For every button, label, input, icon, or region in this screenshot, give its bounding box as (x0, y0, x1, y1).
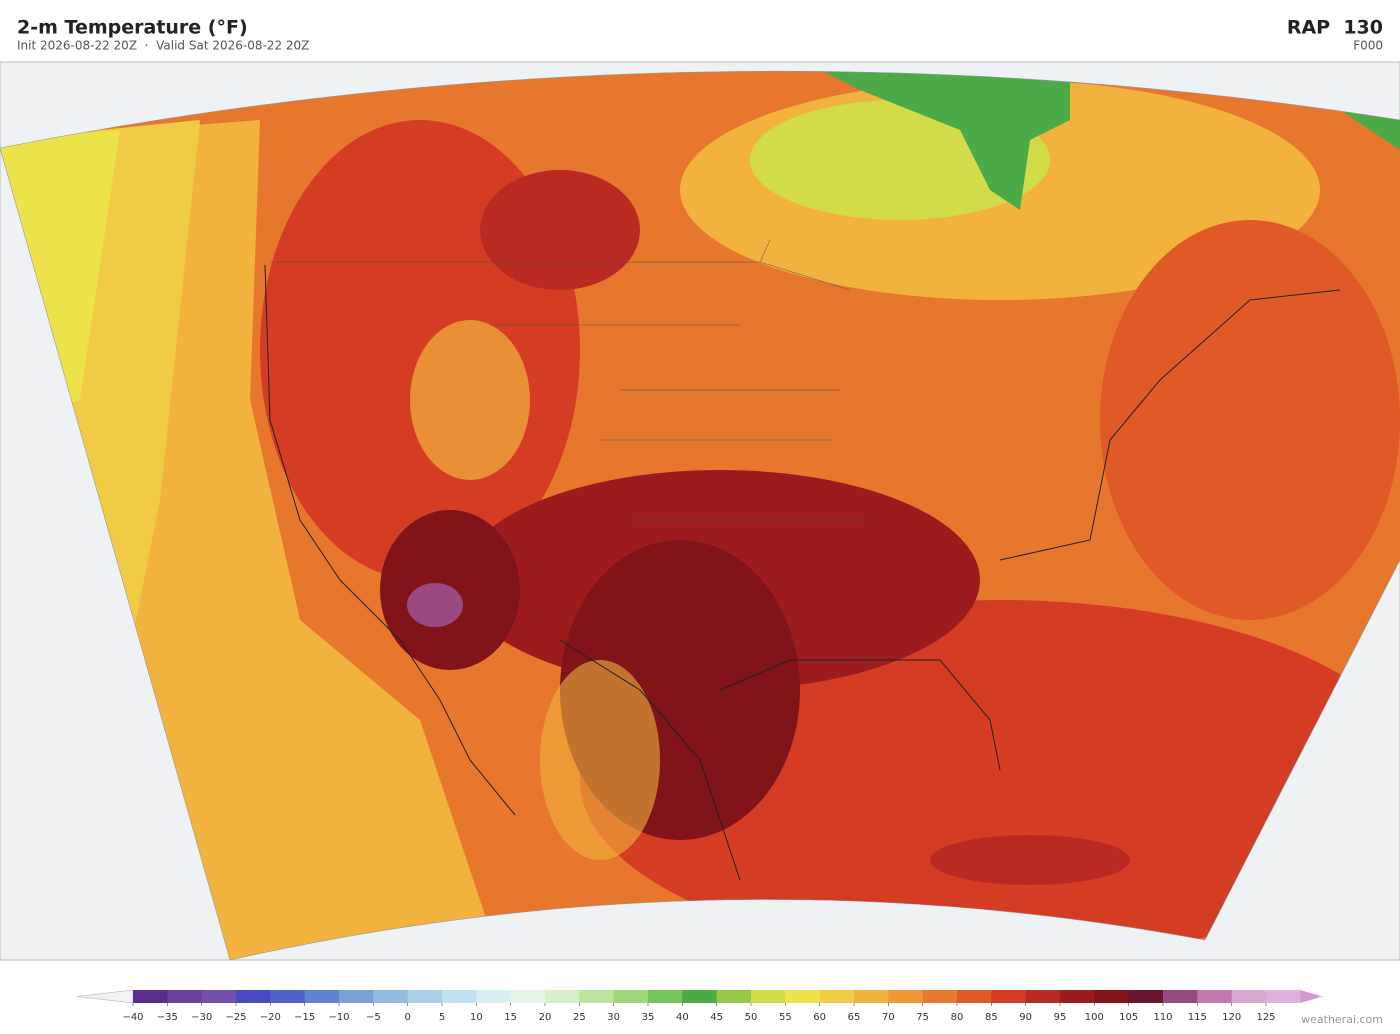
colorbar-box (1163, 990, 1198, 1003)
colorbar-tick-label: 70 (882, 1012, 895, 1023)
colorbar-box (1231, 990, 1267, 1003)
colorbar-tick-label: 30 (607, 1012, 620, 1023)
colorbar-tick-label: 115 (1188, 1012, 1207, 1023)
colorbar-tick-label: 40 (676, 1012, 689, 1023)
colorbar-box (1128, 990, 1164, 1003)
colorbar-box (648, 990, 683, 1003)
colorbar-box (613, 990, 649, 1003)
temperature-field (0, 71, 1400, 961)
colorbar-tick-label: 125 (1256, 1012, 1275, 1023)
colorbar-tick-label: 120 (1222, 1012, 1241, 1023)
title: 2-m Temperature (°F) (17, 17, 248, 39)
colorbar-box (819, 990, 855, 1003)
colorbar-box (785, 990, 821, 1003)
colorbar-box (751, 990, 786, 1003)
colorbar-tick-label: 45 (710, 1012, 723, 1023)
colorbar-box (922, 990, 958, 1003)
colorbar-box (716, 990, 752, 1003)
colorbar-box (201, 990, 237, 1003)
colorbar-tick-label: −35 (157, 1012, 178, 1023)
colorbar-box (236, 990, 271, 1003)
colorbar-tick-label: 35 (642, 1012, 655, 1023)
colorbar-tick-label: 80 (951, 1012, 964, 1023)
colorbar: −40 −35 −30 −25 −20 −15 −10 −5 0 5 10 15 20 25 30 35 40 4… (76, 989, 1323, 1023)
colorbar-tick-label: 0 (404, 1012, 410, 1023)
colorbar-box (1094, 990, 1130, 1003)
colorbar-over (1300, 990, 1323, 1003)
colorbar-box (133, 990, 168, 1003)
colorbar-tick-label: 60 (813, 1012, 826, 1023)
colorbar-box (373, 990, 409, 1003)
colorbar-box (510, 990, 546, 1003)
colorbar-under (76, 989, 134, 1004)
colorbar-box (682, 990, 718, 1003)
colorbar-box (957, 990, 992, 1003)
colorbar-box (854, 990, 889, 1003)
colorbar-box (1197, 990, 1233, 1003)
colorbar-tick-label: 105 (1119, 1012, 1138, 1023)
colorbar-box (476, 990, 512, 1003)
map (0, 61, 1400, 961)
colorbar-tick-label: −20 (260, 1012, 281, 1023)
colorbar-box (1060, 990, 1095, 1003)
colorbar-box (991, 990, 1027, 1003)
colorbar-box (579, 990, 615, 1003)
colorbar-tick-label: 55 (779, 1012, 792, 1023)
colorbar-tick-label: −40 (122, 1012, 143, 1023)
colorbar-box (888, 990, 924, 1003)
colorbar-box (442, 990, 477, 1003)
colorbar-box (1025, 990, 1061, 1003)
forecast-hour: F000 (1353, 39, 1383, 53)
colorbar-tick-label: −15 (294, 1012, 315, 1023)
colorbar-tick-label: −30 (191, 1012, 212, 1023)
model-label: RAP 130 (1287, 17, 1383, 39)
colorbar-tick-label: 50 (745, 1012, 758, 1023)
colorbar-tick-label: 5 (439, 1012, 445, 1023)
credit: weatherai.com (1301, 1013, 1383, 1026)
colorbar-tick-label: 90 (1019, 1012, 1032, 1023)
colorbar-tick-label: 75 (916, 1012, 929, 1023)
colorbar-tick-label: 110 (1153, 1012, 1172, 1023)
colorbar-box (545, 990, 580, 1003)
colorbar-box (270, 990, 306, 1003)
colorbar-tick-label: 100 (1085, 1012, 1104, 1023)
colorbar-tick-label: 10 (470, 1012, 483, 1023)
colorbar-box (304, 990, 340, 1003)
colorbar-tick-label: −10 (328, 1012, 349, 1023)
colorbar-box (339, 990, 374, 1003)
colorbar-tick-label: 65 (848, 1012, 861, 1023)
colorbar-tick-label: 20 (539, 1012, 552, 1023)
colorbar-box (1266, 990, 1301, 1003)
colorbar-tick-label: −25 (225, 1012, 246, 1023)
colorbar-box (407, 990, 443, 1003)
colorbar-tick-label: 25 (573, 1012, 586, 1023)
subtitle: Init 2026-08-22 20Z · Valid Sat 2026-08-… (17, 39, 309, 53)
colorbar-tick-label: 95 (1054, 1012, 1067, 1023)
colorbar-tick-label: 85 (985, 1012, 998, 1023)
colorbar-tick-label: −5 (366, 1012, 381, 1023)
colorbar-tick-label: 15 (504, 1012, 517, 1023)
colorbar-box (167, 990, 203, 1003)
